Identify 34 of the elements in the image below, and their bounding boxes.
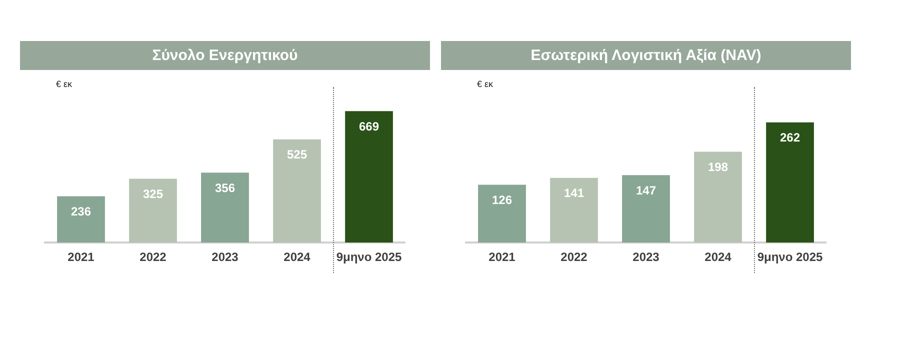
x-tick-label: 2023 xyxy=(212,250,239,264)
data-label: 147 xyxy=(636,183,656,198)
data-label: 525 xyxy=(286,148,308,162)
bar xyxy=(129,178,177,243)
data-label: 262 xyxy=(780,130,800,145)
x-tick-label: 2022 xyxy=(560,250,588,264)
x-tick-label: 2022 xyxy=(140,250,167,264)
bar xyxy=(57,196,105,243)
data-label: 669 xyxy=(358,119,380,134)
y-axis-title: € εκ xyxy=(56,79,72,89)
y-axis-title: € εκ xyxy=(477,79,494,89)
chart-title: Σύνολο Ενεργητικού xyxy=(20,41,430,70)
bar xyxy=(345,111,393,243)
bar xyxy=(273,139,321,243)
x-tick-label: 2024 xyxy=(284,250,311,264)
data-label: 141 xyxy=(564,186,584,200)
bar xyxy=(622,175,670,243)
data-label: 356 xyxy=(214,180,236,195)
x-tick-label: 9μηνο 2025 xyxy=(757,250,824,264)
x-tick-label: 9μηνο 2025 xyxy=(336,250,402,264)
bar xyxy=(694,152,742,243)
x-tick-label: 2021 xyxy=(488,250,516,264)
bar xyxy=(550,178,598,243)
data-label: 126 xyxy=(492,193,512,208)
bar xyxy=(478,184,526,243)
bar xyxy=(766,122,814,243)
data-label: 198 xyxy=(708,160,728,174)
x-tick-label: 2021 xyxy=(68,250,95,264)
data-label: 236 xyxy=(70,204,92,219)
data-label: 325 xyxy=(142,187,164,202)
x-tick-label: 2023 xyxy=(632,250,660,264)
bar xyxy=(201,172,249,243)
x-tick-label: 2024 xyxy=(704,250,732,264)
chart-title: Εσωτερική Λογιστική Αξία (NAV) xyxy=(441,41,851,70)
